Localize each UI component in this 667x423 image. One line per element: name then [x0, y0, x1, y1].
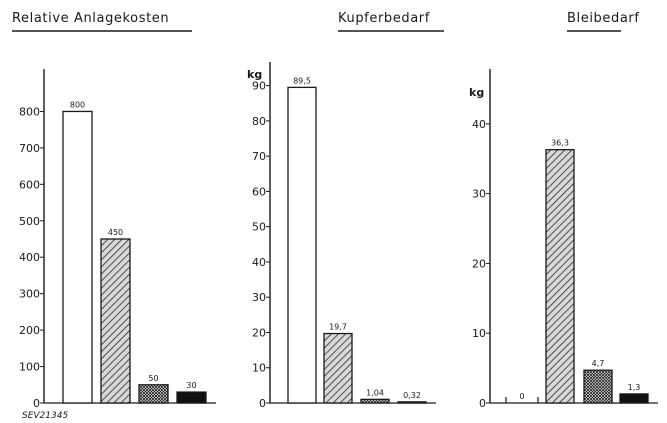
- y-tick-label: 70: [252, 150, 266, 163]
- bar: [583, 369, 613, 404]
- y-tick-label: 30: [252, 291, 266, 304]
- bar: [100, 238, 131, 404]
- bar: [619, 393, 649, 404]
- y-tick-label: 0: [259, 397, 266, 410]
- chart-title: Bleibedarf: [567, 11, 640, 26]
- bar: [138, 384, 169, 404]
- y-tick-label: 20: [472, 257, 486, 270]
- y-tick-label: 90: [252, 80, 266, 93]
- y-tick-label: 20: [252, 326, 266, 339]
- bar: [287, 86, 317, 404]
- y-tick-label: 10: [252, 362, 266, 375]
- y-tick-label: 50: [252, 221, 266, 234]
- chart-relative-anlagekosten: Relative Anlagekosten 0 100 200 300 400 500 60…: [12, 11, 216, 410]
- data-label: 30: [186, 381, 196, 390]
- data-label: 0,32: [403, 391, 421, 400]
- chart-title: Relative Anlagekosten: [12, 11, 169, 26]
- bar: [176, 391, 207, 404]
- bar: [360, 398, 390, 404]
- chart-title: Kupferbedarf: [338, 11, 430, 26]
- y-tick-label: 40: [472, 118, 486, 131]
- data-label: 89,5: [293, 76, 311, 85]
- y-tick-label: 60: [252, 185, 266, 198]
- data-label: 50: [148, 374, 158, 383]
- y-tick-label: 200: [19, 324, 40, 337]
- y-tick-label: 500: [19, 215, 40, 228]
- data-label: 1,04: [366, 388, 384, 397]
- y-tick-label: 40: [252, 256, 266, 269]
- y-tick-label: 100: [19, 361, 40, 374]
- figure-reference: SEV21345: [22, 411, 68, 421]
- y-axis-unit: kg: [469, 86, 484, 99]
- data-label: 1,3: [628, 383, 641, 392]
- bar: [323, 332, 353, 404]
- y-tick-label: 700: [19, 142, 40, 155]
- data-label: 800: [70, 100, 85, 109]
- y-tick-label: 800: [19, 105, 40, 118]
- chart-bleibedarf: Bleibedarf kg 0 10 20 30 40 0 36,3 4,7 1,3: [469, 11, 658, 410]
- y-tick-label: 10: [472, 327, 486, 340]
- data-label: 19,7: [329, 323, 347, 332]
- y-tick-label: 0: [479, 397, 486, 410]
- chart-kupferbedarf: Kupferbedarf kg 0 10 20 30 40 50 60 70 80 90 89,5 1…: [247, 11, 444, 410]
- y-tick-label: 80: [252, 115, 266, 128]
- data-label: 0: [519, 392, 524, 401]
- data-label: 450: [108, 228, 123, 237]
- y-tick-label: 0: [33, 397, 40, 410]
- bar: [397, 401, 427, 404]
- data-label: 4,7: [592, 359, 605, 368]
- bar: [545, 149, 575, 404]
- y-axis-unit: kg: [247, 68, 262, 81]
- y-tick-label: 600: [19, 178, 40, 191]
- y-tick-label: 30: [472, 188, 486, 201]
- y-tick-label: 400: [19, 251, 40, 264]
- data-label: 36,3: [551, 139, 569, 148]
- bar: [62, 110, 93, 404]
- y-tick-label: 300: [19, 288, 40, 301]
